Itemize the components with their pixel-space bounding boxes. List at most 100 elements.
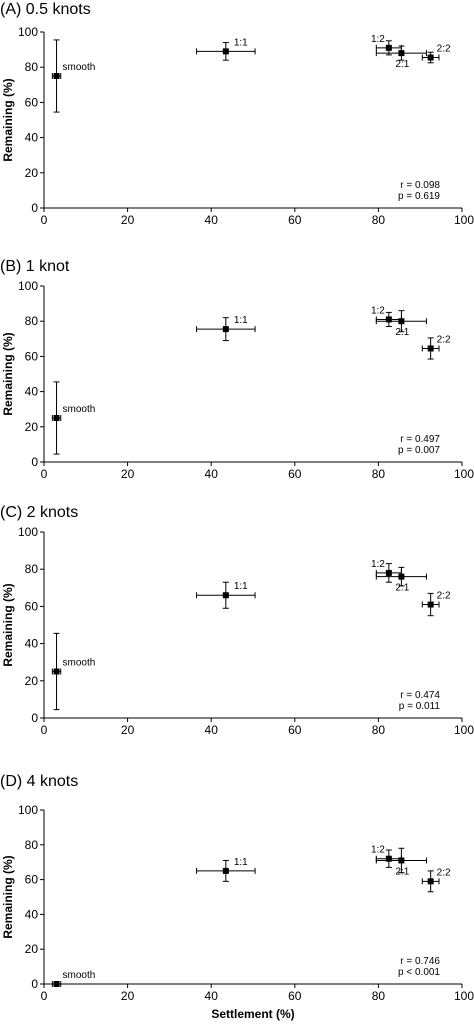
chart-panel-4: (D) 4 knots 0 20 40 60 80 100 0 20 40 60 80 100 Remai… (0, 773, 474, 1021)
chart-panel-3: (C) 2 knots 0 20 40 60 80 100 0 20 40 60 80 100 Remai… (0, 504, 474, 737)
data-label: 2:1 (395, 866, 409, 877)
data-point-2-2 (427, 54, 434, 61)
x-axis-title: Settlement (%) (211, 1007, 294, 1021)
y-tick-label: 40 (25, 131, 39, 145)
y-tick-label: 0 (31, 201, 38, 215)
y-tick-label: 0 (31, 977, 38, 991)
data-label: 1:2 (371, 845, 385, 856)
x-tick-label: 100 (454, 213, 474, 227)
x-tick-label: 60 (288, 467, 302, 481)
x-tick-label: 20 (121, 467, 135, 481)
x-tick-label: 80 (372, 989, 386, 1003)
stat-r: r = 0.098 (400, 180, 440, 191)
x-tick-label: 40 (205, 467, 219, 481)
x-tick-label: 60 (288, 989, 302, 1003)
x-tick-label: 100 (454, 723, 474, 737)
y-tick-label: 60 (25, 873, 39, 887)
data-point-smooth (53, 668, 60, 675)
data-label: 2:2 (437, 44, 451, 55)
panel-title: (C) 2 knots (0, 504, 78, 521)
stat-r: r = 0.497 (400, 434, 440, 445)
x-tick-label: 0 (41, 723, 48, 737)
chart-panel-2: (B) 1 knot 0 20 40 60 80 100 0 20 40 60 80 100 Remain… (0, 258, 474, 481)
stat-p: p = 0.619 (398, 191, 440, 202)
data-label: smooth (63, 658, 96, 669)
data-point-1-1 (222, 867, 229, 874)
data-label: 1:1 (234, 857, 248, 868)
y-tick-label: 20 (25, 942, 39, 956)
panel-title: (B) 1 knot (0, 258, 70, 275)
data-point-1-2 (385, 44, 392, 51)
data-point-1-2 (385, 316, 392, 323)
y-tick-label: 80 (25, 562, 39, 576)
y-tick-label: 40 (25, 907, 39, 921)
y-tick-label: 0 (31, 455, 38, 469)
y-tick-label: 60 (25, 349, 39, 363)
data-point-1-1 (222, 326, 229, 333)
y-tick-label: 20 (25, 420, 39, 434)
data-label: 2:2 (437, 591, 451, 602)
data-label: 1:1 (234, 37, 248, 48)
panel-title: (A) 0.5 knots (0, 1, 91, 18)
y-axis-title: Remaining (%) (1, 855, 15, 938)
x-tick-label: 80 (372, 467, 386, 481)
y-tick-label: 40 (25, 637, 39, 651)
data-point-2-1 (398, 573, 405, 580)
y-tick-label: 100 (18, 279, 38, 293)
y-axis-title: Remaining (%) (1, 583, 15, 666)
x-tick-label: 100 (454, 467, 474, 481)
data-point-1-1 (222, 592, 229, 599)
data-label: 1:2 (371, 34, 385, 45)
y-tick-label: 0 (31, 711, 38, 725)
x-tick-label: 0 (41, 467, 48, 481)
x-tick-label: 20 (121, 723, 135, 737)
stat-r: r = 0.474 (400, 690, 440, 701)
data-point-1-2 (385, 855, 392, 862)
y-tick-label: 100 (18, 525, 38, 539)
x-tick-label: 40 (205, 213, 219, 227)
stat-p: p < 0.001 (398, 967, 440, 978)
data-point-1-1 (222, 48, 229, 55)
y-tick-label: 80 (25, 838, 39, 852)
y-axis-title: Remaining (%) (1, 332, 15, 415)
x-tick-label: 80 (372, 213, 386, 227)
data-label: 2:1 (395, 583, 409, 594)
x-tick-label: 40 (205, 989, 219, 1003)
y-tick-label: 80 (25, 60, 39, 74)
data-point-2-1 (398, 857, 405, 864)
stat-p: p = 0.007 (398, 445, 440, 456)
y-axis-title: Remaining (%) (1, 78, 15, 161)
data-label: 2:1 (395, 59, 409, 70)
data-label: 2:1 (395, 327, 409, 338)
data-point-smooth (53, 73, 60, 79)
y-tick-label: 20 (25, 674, 39, 688)
data-point-1-2 (385, 569, 392, 576)
panel-title: (D) 4 knots (0, 773, 78, 790)
data-label: 2:2 (437, 334, 451, 345)
stat-r: r = 0.746 (400, 956, 440, 967)
data-point-2-2 (427, 601, 434, 608)
y-tick-label: 60 (25, 599, 39, 613)
data-label: 1:2 (371, 559, 385, 570)
y-tick-label: 100 (18, 25, 38, 39)
data-label: smooth (63, 62, 96, 73)
y-tick-label: 40 (25, 385, 39, 399)
data-point-2-2 (427, 345, 434, 352)
x-tick-label: 40 (205, 723, 219, 737)
y-tick-label: 80 (25, 314, 39, 328)
data-label: smooth (63, 404, 96, 415)
chart-panel-1: (A) 0.5 knots 0 20 40 60 80 100 0 20 40 60 80 100 Rem… (0, 1, 474, 227)
x-tick-label: 0 (41, 989, 48, 1003)
data-label: 1:1 (234, 315, 248, 326)
data-point-2-2 (427, 878, 434, 885)
data-point-smooth (53, 981, 60, 987)
data-point-2-1 (398, 318, 405, 325)
y-tick-label: 60 (25, 95, 39, 109)
y-tick-label: 100 (18, 803, 38, 817)
x-tick-label: 20 (121, 989, 135, 1003)
data-point-2-1 (398, 50, 405, 57)
x-tick-label: 60 (288, 723, 302, 737)
data-label: 1:1 (234, 581, 248, 592)
x-tick-label: 80 (372, 723, 386, 737)
x-tick-label: 0 (41, 213, 48, 227)
